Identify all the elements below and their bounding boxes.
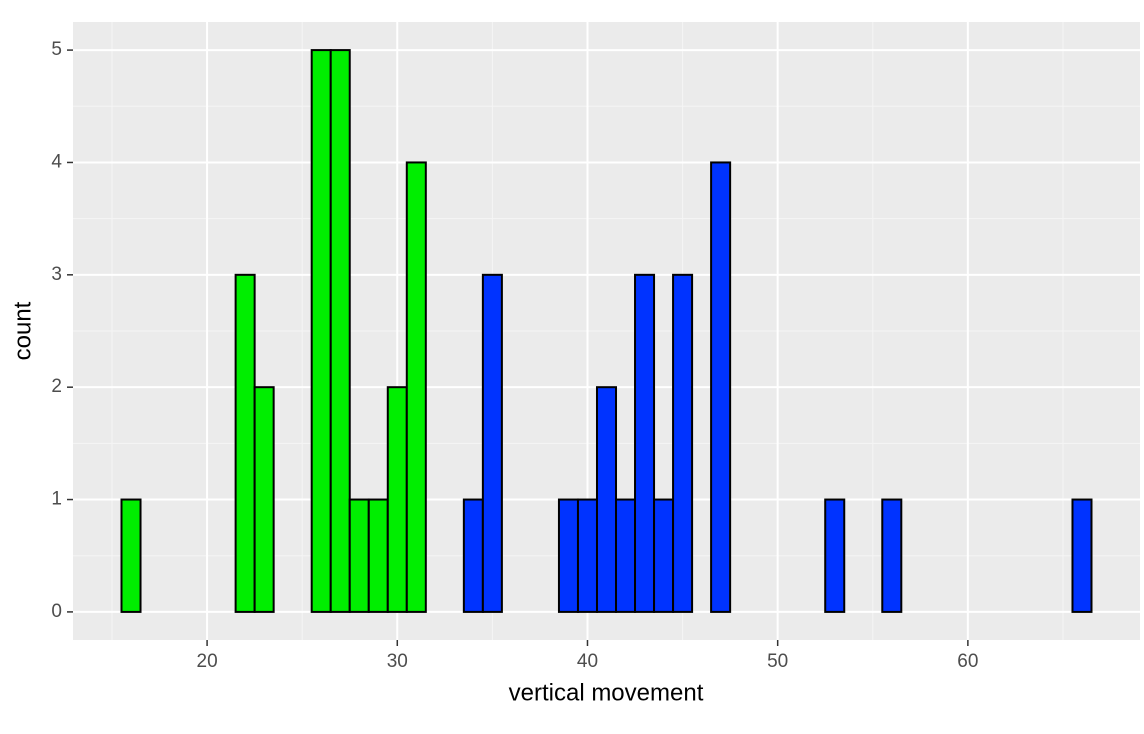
x-tick-label: 40 (577, 651, 598, 672)
bar (710, 161, 732, 613)
x-axis-title: vertical movement (509, 679, 704, 706)
x-tick-label: 50 (767, 651, 788, 672)
bar (615, 498, 637, 613)
bar (120, 498, 142, 613)
y-tick-label: 4 (51, 151, 62, 172)
y-tick-label: 0 (51, 601, 62, 622)
bar (653, 498, 675, 613)
bar (881, 498, 903, 613)
y-tick-label: 3 (51, 264, 62, 285)
bar (824, 498, 846, 613)
bar (253, 386, 275, 613)
bar (310, 49, 332, 613)
bar (557, 498, 579, 613)
bar (348, 498, 370, 613)
bar (386, 386, 408, 613)
bar (481, 273, 503, 613)
bar (595, 386, 618, 613)
bar (234, 273, 256, 613)
bar (576, 498, 598, 613)
x-tick-label: 20 (197, 651, 218, 672)
bar (1071, 498, 1093, 613)
y-tick-label: 1 (51, 489, 62, 510)
y-tick-label: 5 (51, 39, 62, 60)
bar (405, 161, 427, 613)
x-tick-label: 60 (957, 651, 978, 672)
bar (329, 49, 351, 613)
y-tick-label: 2 (51, 376, 62, 397)
bar (462, 498, 484, 613)
bar (367, 498, 389, 613)
bar (672, 273, 694, 613)
x-tick-label: 30 (387, 651, 408, 672)
y-axis-title: count (9, 301, 36, 360)
marks (120, 49, 1093, 613)
bar (634, 273, 656, 613)
